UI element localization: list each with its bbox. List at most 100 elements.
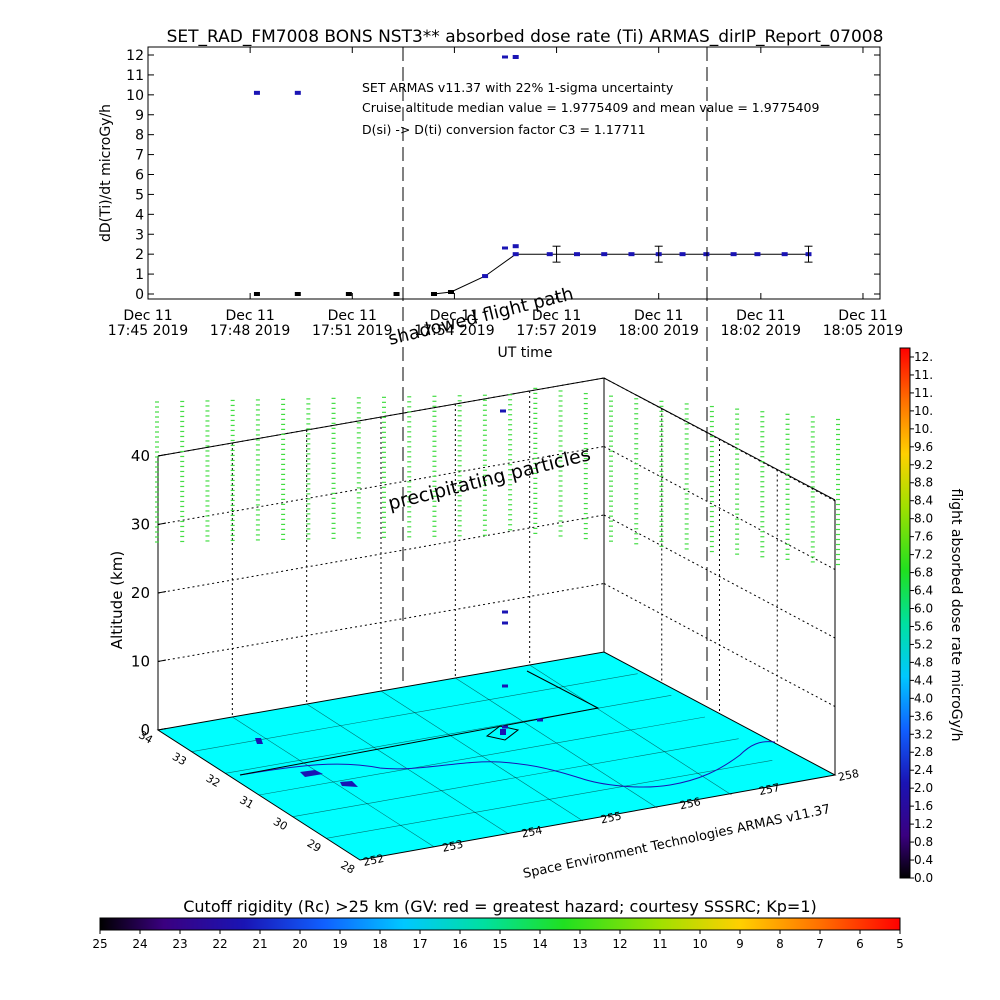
target-dot xyxy=(500,729,506,735)
right-colorbar-tick-label: 11. xyxy=(914,386,933,400)
latitude-tick-label: 28 xyxy=(338,858,357,876)
bottom-colorbar-tick-label: 17 xyxy=(412,937,427,951)
dose-rate-point xyxy=(601,252,608,257)
bottom-colorbar xyxy=(99,917,901,931)
right-colorbar-tick-label: 3.6 xyxy=(914,709,933,723)
bottom-colorbar-tick-label: 24 xyxy=(132,937,147,951)
z-tick-label: 10 xyxy=(131,653,150,671)
right-colorbar-tick-label: 6.8 xyxy=(914,566,933,580)
bottom-colorbar-tick-label: 10 xyxy=(692,937,707,951)
outlier-point xyxy=(253,90,260,95)
altitude-grid-left xyxy=(157,446,605,525)
right-colorbar-tick-label: 12. xyxy=(914,350,933,364)
right-colorbar-tick-label: 6.0 xyxy=(914,602,933,616)
right-colorbar-ticks: 0.0 0.4 0.8 1.2 1.6 2.0 2.4 2.8 3.2 3.6 4.0 4.4 4.8 5… xyxy=(910,350,933,885)
bottom-colorbar-tick-label: 16 xyxy=(452,937,467,951)
longitude-ticks: 252 253 254 255 256 257 258 xyxy=(362,767,860,869)
z-tick-label: 20 xyxy=(131,584,150,602)
flight-point xyxy=(502,621,508,625)
latitude-tick-label: 33 xyxy=(170,750,189,768)
coast-line xyxy=(239,741,776,788)
island-c xyxy=(255,738,263,744)
longitude-tick-label: 255 xyxy=(599,809,622,826)
right-colorbar-label: flight absorbed dose rate microGy/h xyxy=(948,489,964,742)
y-tick-label: 1 xyxy=(135,267,144,283)
right-colorbar-tick-label: 0.4 xyxy=(914,853,933,867)
dose-rate-point xyxy=(679,252,686,257)
x-tick-label-date: Dec 11 xyxy=(838,308,887,324)
x-tick-label-time: 17:51 2019 xyxy=(312,323,392,339)
x-tick-label-time: 17:54 2019 xyxy=(414,323,494,339)
x-tick-label-time: 17:57 2019 xyxy=(516,323,596,339)
dose-rate-line xyxy=(433,253,809,295)
bottom-colorbar-tick-label: 9 xyxy=(736,937,744,951)
latitude-tick-label: 34 xyxy=(136,728,155,746)
right-colorbar-tick-label: 4.4 xyxy=(914,673,933,687)
bottom-colorbar-tick-label: 12 xyxy=(612,937,627,951)
dose-rate-point xyxy=(448,290,455,295)
right-colorbar-tick-label: 5.6 xyxy=(914,619,933,633)
y-tick-label: 3 xyxy=(135,227,144,243)
x-tick-label-time: 17:48 2019 xyxy=(210,323,290,339)
dose-rate-point xyxy=(573,252,580,257)
right-colorbar-tick-label: 10. xyxy=(914,422,933,436)
right-colorbar-tick-label: 2.4 xyxy=(914,763,933,777)
annotation-median-mean: Cruise altitude median value = 1.9775409… xyxy=(362,100,819,115)
back-walls xyxy=(157,377,836,775)
annotation-uncertainty: SET ARMAS v11.37 with 22% 1-sigma uncert… xyxy=(362,80,674,95)
y-tick-label: 5 xyxy=(135,187,144,203)
y-tick-label: 2 xyxy=(135,247,144,263)
precipitating-particles-label: precipitating particles xyxy=(386,443,593,515)
bottom-colorbar-tick-label: 18 xyxy=(372,937,387,951)
right-colorbar-tick-label: 10. xyxy=(914,404,933,418)
bottom-colorbar-tick-label: 5 xyxy=(896,937,904,951)
y-tick-label: 10 xyxy=(126,88,144,104)
z-tick-mark xyxy=(157,659,167,662)
right-colorbar-tick-label: 5.2 xyxy=(914,637,933,651)
latitude-tick-label: 32 xyxy=(204,772,223,790)
dose-rate-point xyxy=(294,292,301,296)
z-tick-mark xyxy=(157,728,167,731)
bottom-colorbar-tick-label: 21 xyxy=(252,937,267,951)
z-tick-mark xyxy=(157,591,167,594)
bottom-colorbar-label: Cutoff rigidity (Rc) >25 km (GV: red = g… xyxy=(183,897,817,916)
dose-rate-point xyxy=(781,252,788,257)
chart-title: SET_RAD_FM7008 BONS NST3** absorbed dose… xyxy=(167,27,884,47)
precipitating-particle-marks xyxy=(155,387,840,566)
bottom-colorbar-tick-label: 23 xyxy=(172,937,187,951)
altitude-grid-right xyxy=(603,446,836,570)
right-colorbar-tick-label: 8.0 xyxy=(914,512,933,526)
border-line xyxy=(239,670,600,776)
z-tick-mark xyxy=(157,454,167,457)
latitude-ticks: 34 33 32 31 30 29 28 xyxy=(136,728,357,876)
annotation-conversion: D(si) -> D(ti) conversion factor C3 = 1.… xyxy=(362,122,646,137)
right-colorbar-tick-label: 2.8 xyxy=(914,745,933,759)
outlier-point xyxy=(512,244,519,249)
right-colorbar-tick-label: 1.2 xyxy=(914,817,933,831)
right-colorbar-tick-label: 9.6 xyxy=(914,440,933,454)
right-colorbar-tick-label: 4.8 xyxy=(914,655,933,669)
x-tick-label-date: Dec 11 xyxy=(225,308,274,324)
y-tick-label: 12 xyxy=(126,48,144,64)
bottom-colorbar-tick-label: 15 xyxy=(492,937,507,951)
ground-grid-line xyxy=(529,664,732,796)
bottom-colorbar-tick-label: 7 xyxy=(816,937,824,951)
dose-rate-point xyxy=(253,292,260,296)
y-tick-label: 6 xyxy=(135,168,144,184)
annotation-block: SET ARMAS v11.37 with 22% 1-sigma uncert… xyxy=(362,80,819,137)
bottom-colorbar-tick-label: 19 xyxy=(332,937,347,951)
longitude-tick-label: 254 xyxy=(520,824,543,841)
dose-rate-point xyxy=(430,292,437,296)
right-colorbar-tick-label: 2.0 xyxy=(914,781,933,795)
coastline xyxy=(239,670,776,788)
dose-rate-point xyxy=(512,252,519,257)
right-colorbar-tick-label: 4.0 xyxy=(914,691,933,705)
dose-rate-point xyxy=(730,252,737,257)
altitude-grid-right xyxy=(603,514,836,639)
x-tick-label-time: 18:00 2019 xyxy=(618,323,698,339)
right-colorbar-tick-label: 1.6 xyxy=(914,799,933,813)
longitude-tick-label: 253 xyxy=(441,838,464,855)
x-tick-label-date: Dec 11 xyxy=(430,308,479,324)
